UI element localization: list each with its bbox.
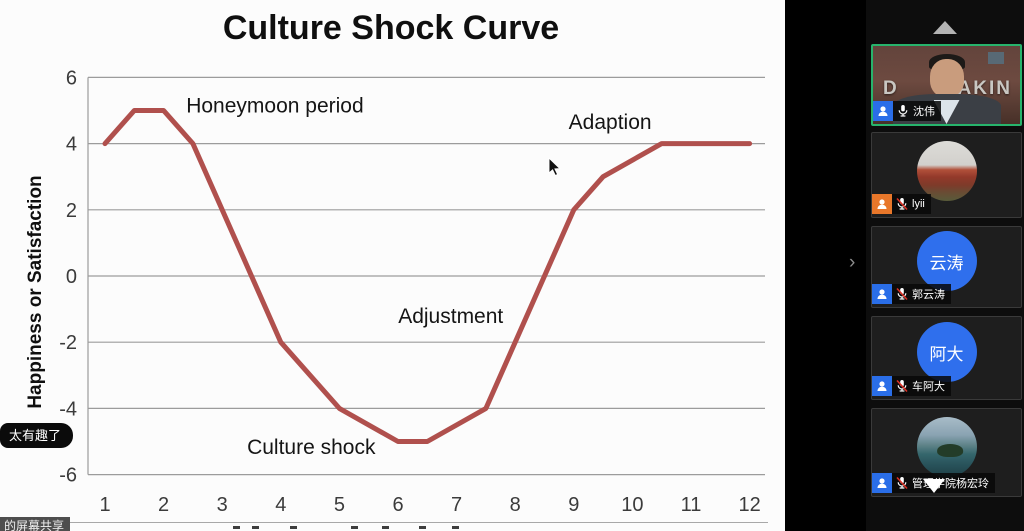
mic-muted-icon	[896, 287, 908, 301]
mic-muted-icon	[896, 197, 908, 211]
x-tick-label: 3	[217, 494, 228, 516]
mic-muted-icon	[896, 379, 908, 393]
x-tick-label: 9	[568, 494, 579, 516]
x-tick-label: 7	[451, 494, 462, 516]
scroll-down-icon[interactable]	[923, 479, 945, 493]
participant-tile[interactable]: 云涛 郭云涛	[871, 226, 1022, 308]
chevron-right-icon[interactable]: ›	[849, 252, 856, 273]
participant-role-icon	[872, 284, 892, 304]
chat-message-overlay: 太有趣了	[0, 423, 74, 448]
x-tick-label: 4	[275, 494, 286, 516]
y-tick-label: 6	[66, 67, 77, 89]
participants-sidebar: D AKIN 沈伟	[866, 0, 1024, 531]
x-tick-label: 11	[681, 494, 702, 516]
y-tick-label: 0	[66, 266, 77, 288]
lake-island-decor	[936, 444, 963, 457]
mouse-cursor-icon	[548, 158, 561, 177]
screen-share-banner: 的屏幕共享	[0, 517, 71, 531]
participant-namebar: 车阿大	[872, 376, 951, 396]
x-tick-label: 6	[392, 494, 403, 516]
cropped-text-fragment	[252, 526, 259, 529]
cropped-text-fragment	[382, 526, 389, 529]
annotation-label: Culture shock	[247, 436, 376, 459]
scroll-up-icon[interactable]	[933, 21, 957, 34]
participant-role-icon	[872, 194, 892, 214]
y-tick-label: 2	[66, 200, 77, 222]
participant-tile[interactable]: 阿大 车阿大	[871, 316, 1022, 400]
sign-text: D	[883, 78, 899, 99]
avatar: 云涛	[916, 231, 977, 291]
participant-role-icon	[872, 376, 892, 396]
annotation-label: Adaption	[569, 111, 652, 134]
sign-text: AKIN	[957, 78, 1012, 99]
x-tick-label: 2	[158, 494, 169, 516]
participant-tile[interactable]: 管理学院杨宏玲	[871, 408, 1022, 497]
participant-role-icon	[872, 473, 892, 493]
y-tick-label: -4	[59, 398, 77, 420]
participant-tile[interactable]: D AKIN 沈伟	[871, 44, 1022, 126]
x-tick-label: 10	[621, 494, 643, 516]
x-tick-label: 1	[99, 494, 110, 516]
participant-tile[interactable]: lyii	[871, 132, 1022, 218]
x-tick-label: 12	[738, 494, 760, 516]
y-tick-label: 4	[66, 134, 77, 156]
y-axis-title: Happiness or Satisfaction	[25, 175, 46, 408]
y-tick-label: -2	[59, 332, 77, 354]
participant-name: 沈伟	[913, 106, 935, 118]
annotation-label: Honeymoon period	[186, 95, 363, 118]
curve-line	[102, 108, 753, 444]
cropped-text-fragment	[452, 526, 459, 529]
participant-namebar: lyii	[872, 194, 931, 214]
avatar: 阿大	[916, 322, 977, 382]
building-window-decor	[988, 52, 1004, 64]
y-tick-label: -6	[59, 465, 77, 487]
participant-namebar: 郭云涛	[872, 284, 951, 304]
cropped-text-fragment	[290, 526, 297, 529]
x-tick-label: 5	[334, 494, 345, 516]
mic-on-icon	[898, 105, 908, 117]
chart-title: Culture Shock Curve	[223, 9, 559, 47]
person-silhouette	[929, 59, 964, 97]
avatar	[916, 417, 977, 477]
screen-share-slide: 6 4 2 0 -2 -4 -6 1 2 3 4 5 6 7 8 9 10 11 12 Honeymoon perio…	[0, 0, 785, 531]
participant-role-icon	[873, 101, 893, 121]
x-tick-label: 8	[510, 494, 521, 516]
mic-muted-icon	[896, 476, 908, 490]
participant-name: 车阿大	[912, 381, 945, 393]
cropped-text-fragment	[419, 526, 426, 529]
participant-name: 郭云涛	[912, 289, 945, 301]
cropped-text-fragment	[351, 526, 358, 529]
cropped-text-fragment	[233, 526, 240, 529]
participant-name: lyii	[912, 198, 925, 210]
avatar	[916, 141, 977, 201]
slide-bottom-rule	[50, 522, 768, 523]
participant-namebar: 沈伟	[873, 101, 941, 121]
annotation-label: Adjustment	[398, 305, 503, 328]
